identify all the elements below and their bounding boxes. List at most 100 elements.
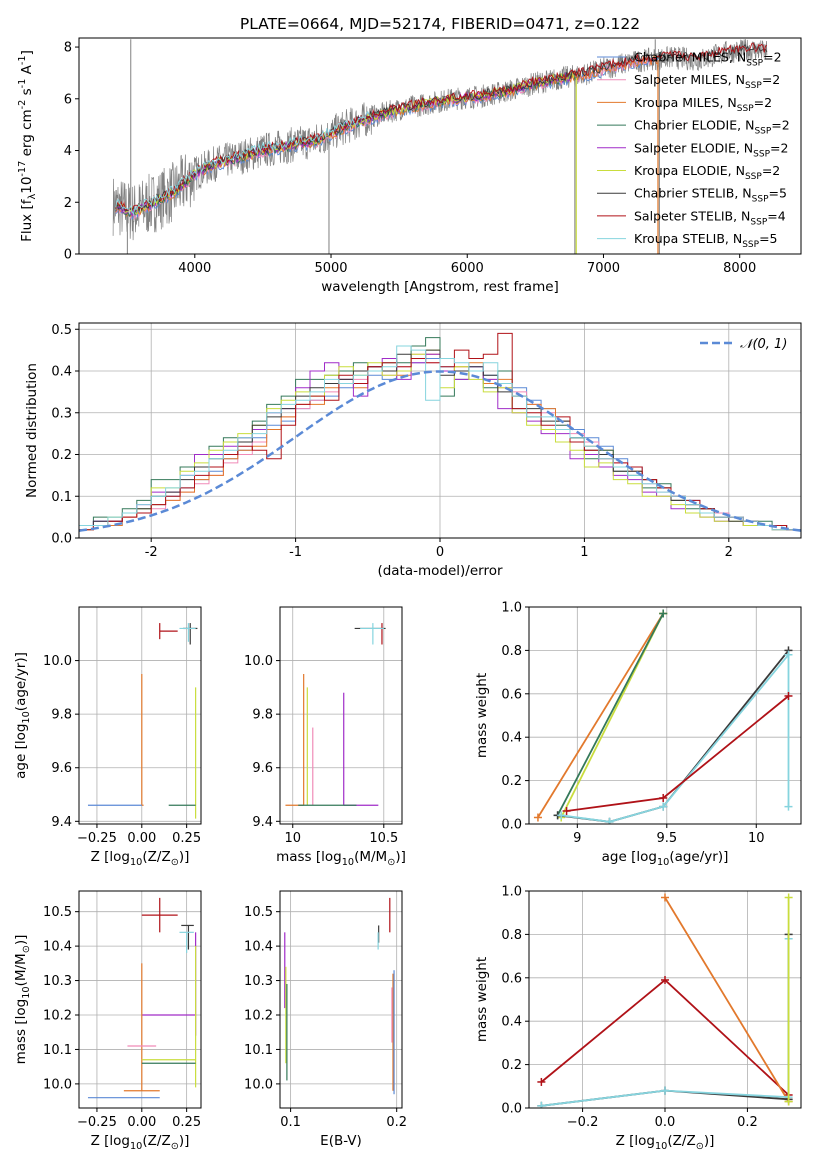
- y-tick-label: 0.8: [501, 928, 522, 943]
- axes-frame: [528, 606, 802, 825]
- y-tick-label: 0: [64, 248, 72, 263]
- x-tick-label: −0.25: [77, 1115, 117, 1130]
- x-tick-label: 0.25: [172, 831, 201, 846]
- y-tick-label: 0.4: [51, 365, 72, 380]
- y-tick-label: 0.8: [501, 644, 522, 659]
- y-tick-label: 0.0: [501, 818, 522, 833]
- y-tick-label: 10.0: [244, 654, 273, 669]
- plot-area-age_vs_mass: [280, 607, 402, 824]
- axes-frame: [78, 606, 202, 825]
- x-tick-label: 4000: [178, 261, 211, 276]
- y-tick-label: 4: [64, 144, 72, 159]
- x-tick-label: 10.5: [369, 831, 398, 846]
- x-axis-label: (data-model)/error: [377, 563, 503, 579]
- axes-age_vs_Z: −0.25 0.00 0.25 9.4 9.6 9.8 10.0 Z [log10(Z/Z⊙)…: [13, 606, 202, 868]
- plot-area-residuals: [79, 323, 801, 538]
- y-tick-label: 10.0: [43, 654, 72, 669]
- y-tick-label: 10.5: [43, 905, 72, 920]
- x-tick-label: 6000: [451, 261, 484, 276]
- y-tick-label: 0.6: [501, 687, 522, 702]
- y-tick-label: 10.1: [43, 1043, 72, 1058]
- axes-frame: [78, 37, 802, 255]
- y-axis-label: age [log10(age/yr)]: [13, 652, 32, 779]
- x-tick-label: −0.25: [77, 831, 117, 846]
- axes-mass_vs_ebv: 0.1 0.2 10.0 10.1 10.2 10.3 10.4 10.5 E(B-V): [244, 890, 407, 1149]
- y-tick-label: 0.2: [501, 1058, 522, 1073]
- y-axis-label: mass weight: [474, 673, 490, 758]
- weight-line-kroupa-miles: [537, 613, 664, 818]
- plot-area-mass_vs_Z: [79, 891, 201, 1108]
- histogram-chabrier-elodie: [79, 337, 801, 531]
- x-axis-label: mass [log10(M/M⊙)]: [276, 849, 406, 868]
- axes-frame: [279, 890, 403, 1109]
- x-tick-label: 9: [573, 831, 581, 846]
- y-tick-label: 9.8: [51, 708, 72, 723]
- y-axis-label: Flux [fλ10-17 erg cm-2 s-1 A-1]: [17, 50, 38, 242]
- plot-area-spectrum: [112, 38, 768, 254]
- y-tick-label: 0.1: [51, 490, 72, 505]
- grid: [529, 891, 801, 1108]
- y-tick-label: 0.2: [501, 774, 522, 789]
- axes-weight_vs_Z: −0.2 0.0 0.2 0.0 0.2 0.4 0.6 0.8 1.0 Z [log10(Z/Z…: [474, 885, 802, 1152]
- legend-label: Chabrier MILES, NSSP=2: [634, 50, 782, 69]
- spectrum-title: PLATE=0664, MJD=52174, FIBERID=0471, z=0…: [240, 15, 640, 33]
- x-tick-label: 10: [748, 831, 765, 846]
- legend-label: Chabrier ELODIE, NSSP=2: [634, 118, 790, 137]
- model-spectrum-kroupa-stelib: [115, 110, 373, 215]
- y-tick-label: 10.5: [244, 905, 273, 920]
- grid: [79, 891, 201, 1108]
- y-tick-label: 10.0: [244, 1077, 273, 1092]
- y-tick-label: 2: [64, 196, 72, 211]
- legend-label: Salpeter ELODIE, NSSP=2: [634, 140, 788, 159]
- y-tick-label: 0.4: [501, 731, 522, 746]
- x-axis-label: Z [log10(Z/Z⊙)]: [91, 1133, 190, 1152]
- legend-label: Kroupa MILES, NSSP=2: [634, 95, 772, 114]
- x-tick-label: 0.00: [127, 831, 156, 846]
- grid: [79, 607, 201, 824]
- x-tick-label: 0: [436, 545, 444, 560]
- y-tick-label: 10.2: [43, 1009, 72, 1024]
- plot-area-weight_vs_Z: [529, 891, 801, 1108]
- weight-line-chabrier-stelib: [557, 649, 790, 823]
- legend-label: Kroupa ELODIE, NSSP=2: [634, 163, 780, 182]
- y-tick-label: 10.4: [43, 940, 72, 955]
- axes-mass_vs_Z: −0.25 0.00 0.25 10.0 10.1 10.2 10.3 10.4 10.5 Z […: [13, 890, 202, 1152]
- y-axis-label: mass weight: [474, 957, 490, 1042]
- y-tick-label: 10.0: [43, 1077, 72, 1092]
- y-tick-label: 1.0: [501, 601, 522, 616]
- x-tick-label: -2: [145, 545, 158, 560]
- axes-frame: [78, 890, 202, 1109]
- x-tick-label: 0.1: [280, 1115, 301, 1130]
- x-axis-label: Z [log10(Z/Z⊙)]: [91, 849, 190, 868]
- y-tick-label: 9.8: [252, 708, 273, 723]
- y-tick-label: 0.5: [51, 323, 72, 338]
- x-tick-label: 0.0: [655, 1115, 676, 1130]
- legend-label-normal: 𝒩(0, 1): [740, 337, 787, 352]
- y-tick-label: 10.4: [244, 940, 273, 955]
- x-tick-label: −0.2: [567, 1115, 599, 1130]
- axes-age_vs_mass: 10 10.5 9.4 9.6 9.8 10.0 mass [log10(M/M⊙)]: [244, 606, 406, 868]
- y-tick-label: 10.2: [244, 1009, 273, 1024]
- axes-spectrum: 4000 5000 6000 7000 8000 0 2 4 6 8 wavelength [Ang…: [17, 37, 802, 295]
- y-tick-label: 9.4: [51, 815, 72, 830]
- y-axis-label: Normed distribution: [24, 363, 40, 498]
- legend-label: Salpeter MILES, NSSP=2: [634, 72, 780, 91]
- axes-frame: [279, 606, 403, 825]
- weight-line-kroupa-miles: [664, 897, 790, 1102]
- y-tick-label: 10.3: [244, 974, 273, 989]
- y-axis-label: mass [log10(M/M⊙)]: [13, 935, 32, 1065]
- legend-label: Chabrier STELIB, NSSP=5: [634, 186, 787, 205]
- x-tick-label: 2: [725, 545, 733, 560]
- y-tick-label: 9.6: [252, 761, 273, 776]
- x-tick-label: 0.25: [172, 1115, 201, 1130]
- spectrum-legend: Chabrier MILES, NSSP=2 Salpeter MILES, NS…: [597, 50, 790, 250]
- y-tick-label: 0.0: [51, 532, 72, 547]
- y-tick-label: 9.4: [252, 815, 273, 830]
- y-tick-label: 8: [64, 41, 72, 56]
- y-tick-label: 10.3: [43, 974, 72, 989]
- y-tick-label: 6: [64, 92, 72, 107]
- y-tick-label: 1.0: [501, 885, 522, 900]
- axes-residuals: -2 -1 0 1 2 0.0 0.1 0.2 0.3 0.4 0.5 (data-model)/er…: [24, 322, 802, 579]
- plot-area-weight_vs_age: [529, 607, 801, 824]
- y-tick-label: 0.2: [51, 448, 72, 463]
